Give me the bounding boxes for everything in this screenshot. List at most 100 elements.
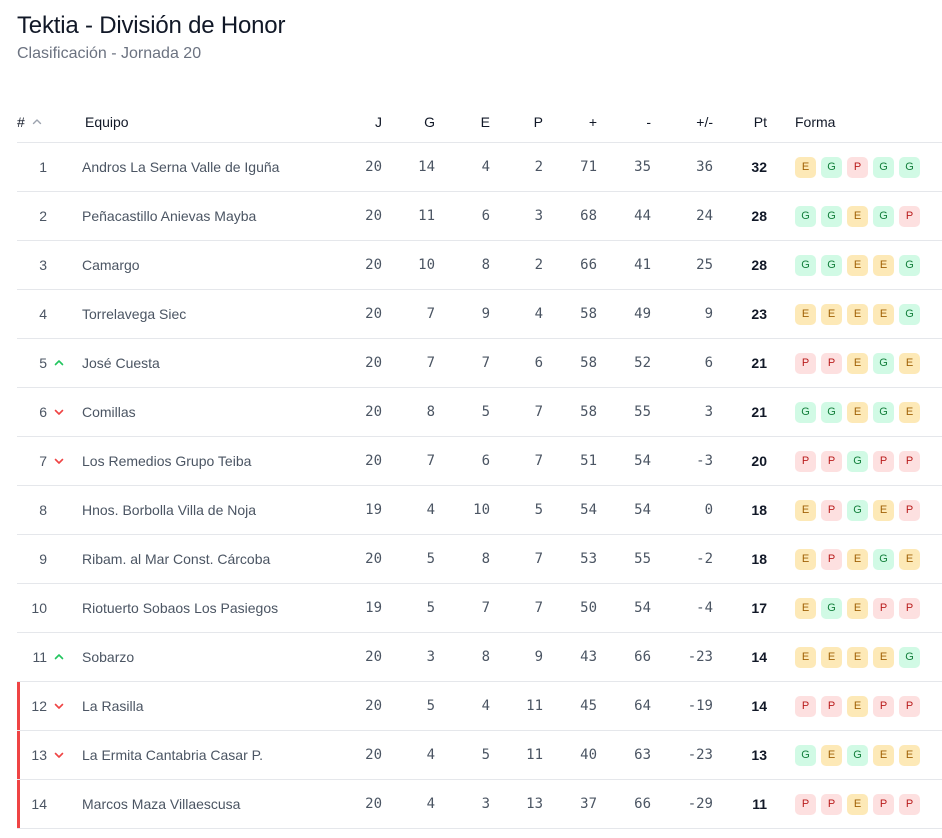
form-badge: P [899, 695, 920, 717]
position: 11 [32, 649, 47, 665]
points: 20 [751, 453, 767, 469]
form-badge: E [899, 352, 920, 374]
goal-diff: 36 [696, 159, 713, 175]
column-header-played[interactable]: J [375, 113, 382, 130]
table-row[interactable]: 6 Comillas 20 8 5 7 58 55 3 21 G G E G E [17, 388, 942, 437]
goals-against: 54 [634, 453, 651, 469]
goals-against: 35 [634, 159, 651, 175]
form-badge: E [821, 646, 842, 668]
team-name[interactable]: Sobarzo [82, 649, 135, 665]
form-badge: E [795, 156, 816, 178]
lost: 11 [526, 698, 543, 714]
goal-diff: 6 [704, 355, 713, 371]
position-cell: 7 [29, 437, 77, 485]
goal-diff: 3 [704, 404, 713, 420]
drawn: 7 [481, 600, 490, 616]
played: 19 [365, 502, 382, 518]
column-header-drawn[interactable]: E [480, 113, 490, 130]
goals-against: 52 [634, 355, 651, 371]
table-row[interactable]: 2 Peñacastillo Anievas Mayba 20 11 6 3 68 44 24 2… [17, 192, 942, 241]
column-header-goals-for[interactable]: + [588, 113, 597, 130]
table-row[interactable]: 3 Camargo 20 10 8 2 66 41 25 28 G G E E G [17, 241, 942, 290]
team-name[interactable]: Los Remedios Grupo Teiba [82, 453, 252, 469]
form-badge: P [873, 695, 894, 717]
goals-for: 53 [580, 551, 597, 567]
table-row[interactable]: 5 José Cuesta 20 7 7 6 58 52 6 21 P P E G E [17, 339, 942, 388]
table-row[interactable]: 14 Marcos Maza Villaescusa 20 4 3 13 37 66 -29 11… [17, 780, 942, 829]
form-badge: E [795, 646, 816, 668]
team-name[interactable]: La Rasilla [82, 698, 144, 714]
points: 32 [751, 159, 767, 175]
form-badge: P [873, 793, 894, 815]
played: 20 [365, 159, 382, 175]
table-row[interactable]: 1 Andros La Serna Valle de Iguña 20 14 4 2 71 3… [17, 143, 942, 192]
column-header-points[interactable]: Pt [753, 113, 767, 130]
form-badge: P [821, 352, 842, 374]
form-badge: P [873, 597, 894, 619]
table-row[interactable]: 4 Torrelavega Siec 20 7 9 4 58 49 9 23 E E E E G [17, 290, 942, 339]
position-cell: 2 [29, 192, 77, 240]
column-header-position[interactable]: # [17, 101, 65, 142]
column-header-goals-against[interactable]: - [646, 113, 651, 130]
form-badge: P [873, 450, 894, 472]
table-row[interactable]: 13 La Ermita Cantabria Casar P. 20 4 5 11 40 63… [17, 731, 942, 780]
column-header-team[interactable]: Equipo [85, 113, 129, 130]
goal-diff: -3 [696, 453, 713, 469]
position-cell: 11 [29, 633, 77, 681]
drawn: 6 [481, 453, 490, 469]
goal-diff: -23 [687, 649, 713, 665]
drawn: 6 [481, 208, 490, 224]
team-name[interactable]: Camargo [82, 257, 140, 273]
team-name[interactable]: La Ermita Cantabria Casar P. [82, 747, 264, 763]
team-name[interactable]: Peñacastillo Anievas Mayba [82, 208, 257, 224]
form-badge: P [795, 793, 816, 815]
chevron-up-icon[interactable] [31, 116, 43, 128]
lost: 6 [534, 355, 543, 371]
form-badge: E [899, 401, 920, 423]
standings-table: # Equipo J G E P + - +/- Pt Forma 1 Andro… [17, 101, 942, 829]
table-row[interactable]: 11 Sobarzo 20 3 8 9 43 66 -23 14 E E E E G [17, 633, 942, 682]
table-row[interactable]: 8 Hnos. Borbolla Villa de Noja 19 4 10 5 54 54 0… [17, 486, 942, 535]
form-badge: G [795, 744, 816, 766]
team-name[interactable]: José Cuesta [82, 355, 160, 371]
form-badge: E [847, 254, 868, 276]
team-name[interactable]: Andros La Serna Valle de Iguña [82, 159, 280, 175]
goals-for: 43 [580, 649, 597, 665]
form-badge: P [847, 156, 868, 178]
goals-for: 54 [580, 502, 597, 518]
won: 8 [426, 404, 435, 420]
form-badge: E [899, 548, 920, 570]
table-row[interactable]: 9 Ribam. al Mar Const. Cárcoba 20 5 8 7 53 55 -2… [17, 535, 942, 584]
table-row[interactable]: 7 Los Remedios Grupo Teiba 20 7 6 7 51 54 -3 20 P P… [17, 437, 942, 486]
trend-up-icon [53, 651, 65, 663]
form-badge: G [795, 401, 816, 423]
table-row[interactable]: 12 La Rasilla 20 5 4 11 45 64 -19 14 P P E P P [17, 682, 942, 731]
page-header: Tektia - División de Honor Clasificación… [17, 10, 285, 66]
team-name[interactable]: Hnos. Borbolla Villa de Noja [82, 502, 257, 518]
form-badge: P [899, 499, 920, 521]
form-badge: E [847, 303, 868, 325]
lost: 7 [534, 600, 543, 616]
table-row[interactable]: 10 Riotuerto Sobaos Los Pasiegos 19 5 7 7 50 54… [17, 584, 942, 633]
position: 10 [31, 600, 47, 616]
form-badge: G [873, 156, 894, 178]
points: 14 [751, 649, 767, 665]
lost: 11 [526, 747, 543, 763]
drawn: 3 [481, 796, 490, 812]
team-name[interactable]: Torrelavega Siec [82, 306, 187, 322]
goals-for: 50 [580, 600, 597, 616]
trend-up-icon [53, 357, 65, 369]
position: 14 [31, 796, 47, 812]
team-name[interactable]: Riotuerto Sobaos Los Pasiegos [82, 600, 279, 616]
column-header-lost[interactable]: P [533, 113, 543, 130]
column-header-goal-diff[interactable]: +/- [696, 113, 713, 130]
goals-for: 58 [580, 404, 597, 420]
team-name[interactable]: Comillas [82, 404, 136, 420]
team-name[interactable]: Marcos Maza Villaescusa [82, 796, 241, 812]
lost: 5 [534, 502, 543, 518]
column-header-won[interactable]: G [424, 113, 435, 130]
team-name[interactable]: Ribam. al Mar Const. Cárcoba [82, 551, 271, 567]
